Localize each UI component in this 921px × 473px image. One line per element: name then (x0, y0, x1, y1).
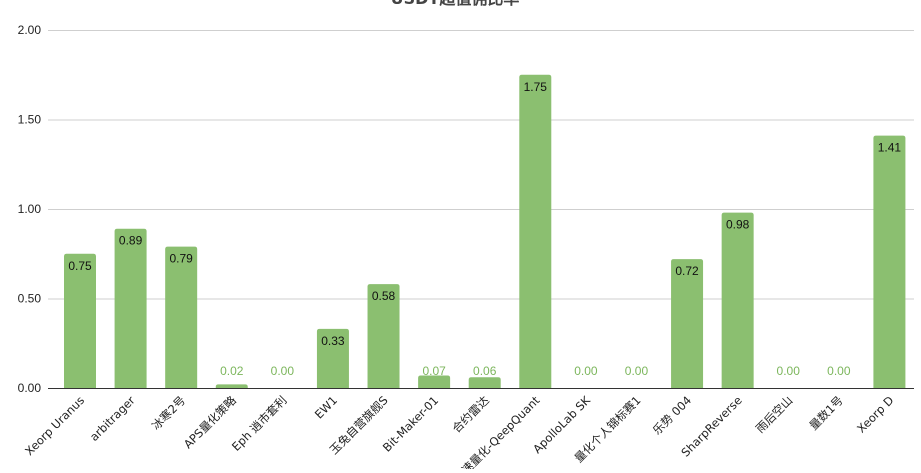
bar (114, 228, 147, 388)
x-tick-label: 雨后空山 (753, 393, 795, 435)
data-label: 0.00 (574, 364, 598, 378)
x-tick-label: arbitrager (87, 393, 138, 444)
x-tick-label: 冰寒2号 (149, 393, 188, 432)
x-tick-label: 合约雷达 (449, 393, 492, 436)
chart-title: USDT超值佣比率 (391, 0, 520, 8)
data-label: 0.98 (726, 218, 750, 232)
data-label: 0.79 (169, 252, 193, 266)
data-label: 0.06 (473, 364, 497, 378)
bar (165, 246, 198, 388)
y-tick-label: 0.00 (18, 381, 42, 395)
y-axis-ticks: 0.00 0.50 1.00 1.50 2.00 (18, 23, 42, 395)
y-tick-label: 1.00 (18, 202, 42, 216)
bar (519, 74, 552, 388)
data-labels: 0.75 0.89 0.79 0.02 0.00 0.33 0.58 0.07 0.06 1.75… (68, 80, 901, 378)
x-tick-label: Xeorp Uranus (22, 393, 87, 458)
data-label: 0.58 (372, 289, 396, 303)
bar (215, 384, 248, 388)
bars (64, 74, 906, 388)
data-label: 0.72 (675, 264, 699, 278)
y-tick-label: 2.00 (18, 23, 42, 37)
data-label: 0.33 (321, 334, 345, 348)
bar (873, 135, 906, 388)
y-tick-label: 0.50 (18, 292, 42, 306)
bar (671, 259, 704, 388)
x-tick-label: 乐势 004 (650, 393, 694, 437)
x-tick-label: 量数1号 (806, 393, 845, 432)
bar (367, 284, 400, 388)
y-tick-label: 1.50 (18, 113, 42, 127)
data-label: 0.02 (220, 364, 244, 378)
bar (418, 375, 451, 388)
bar (468, 377, 501, 388)
data-label: 0.00 (271, 364, 295, 378)
data-label: 0.75 (68, 259, 92, 273)
bar (316, 328, 349, 388)
x-tick-label: Eph 逍市套利 (229, 393, 289, 453)
bar (64, 253, 96, 388)
data-label: 1.75 (524, 80, 548, 94)
data-label: 0.07 (422, 364, 446, 378)
x-tick-label: EW1 (312, 393, 340, 421)
data-label: 0.00 (625, 364, 649, 378)
data-label: 0.00 (827, 364, 851, 378)
bar (721, 212, 754, 388)
data-label: 0.00 (777, 364, 801, 378)
data-label: 0.89 (119, 234, 143, 248)
x-tick-label: Xeorp D (854, 393, 897, 436)
data-label: 1.41 (878, 141, 902, 155)
